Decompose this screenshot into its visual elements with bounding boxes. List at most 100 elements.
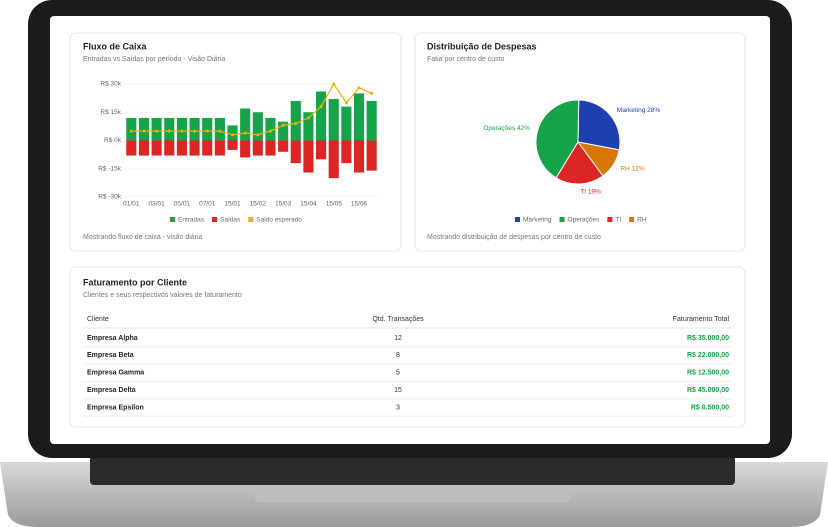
table-cell: 3 — [396, 404, 400, 411]
table-cell: 15 — [394, 387, 402, 394]
legend-label: Operações — [568, 217, 601, 224]
legend-label: Saldo esperado — [256, 217, 302, 224]
line-point — [231, 133, 235, 137]
bar — [240, 140, 251, 158]
bar — [214, 140, 225, 156]
bar — [353, 93, 365, 141]
table-cell: Empresa Delta — [87, 387, 136, 394]
bar — [290, 140, 301, 164]
bar — [202, 117, 213, 141]
column-header: Cliente — [87, 316, 109, 323]
y-tick-label: R$ -15k — [98, 165, 122, 172]
pie-slice — [577, 99, 621, 151]
table-cell: 8 — [396, 352, 400, 359]
x-tick-label: 15/06 — [351, 201, 368, 208]
line-point — [256, 133, 260, 137]
line-point — [370, 91, 374, 95]
y-tick-label: R$ 30k — [100, 81, 121, 88]
line-point — [193, 129, 197, 133]
bar — [316, 140, 327, 160]
card-title: Fluxo de Caixa — [83, 41, 148, 51]
legend-swatch — [629, 217, 635, 222]
bar — [278, 140, 289, 152]
bar — [164, 117, 175, 141]
line-point — [205, 129, 209, 133]
x-tick-label: 03/01 — [148, 201, 165, 208]
pie-slice — [555, 141, 604, 185]
table-cell: R$ 35.000,00 — [687, 335, 729, 342]
table-cell: R$ 45.000,00 — [687, 387, 729, 394]
table-cell: Empresa Beta — [87, 352, 134, 359]
slice-label: TI 19% — [580, 189, 601, 196]
bar — [126, 140, 137, 156]
bar — [290, 100, 301, 141]
line-point — [344, 101, 348, 105]
x-tick-label: 15/01 — [224, 201, 241, 208]
legend-label: Entradas — [178, 217, 205, 224]
bar — [227, 140, 238, 150]
x-tick-label: 05/01 — [174, 201, 191, 208]
bar — [328, 99, 339, 141]
card-subtitle: Entradas vs Saídas por período - Visão D… — [83, 56, 225, 63]
bar — [202, 140, 213, 156]
column-header: Faturamento Total — [673, 316, 730, 323]
x-tick-label: 15/02 — [250, 201, 267, 208]
bar — [252, 112, 263, 141]
bar — [138, 117, 150, 141]
line-point — [281, 123, 285, 127]
slice-label: Operações 42% — [483, 125, 530, 132]
card-footer: Mostrando fluxo de caixa - visão diária — [83, 234, 203, 241]
bar — [316, 91, 327, 141]
bar — [353, 140, 365, 173]
table-cell: 5 — [396, 370, 400, 377]
line-point — [218, 129, 222, 133]
line-point — [167, 129, 171, 133]
bar — [126, 117, 137, 141]
legend-swatch — [170, 217, 175, 222]
bar — [151, 117, 162, 141]
trackpad — [255, 488, 570, 502]
bar — [176, 117, 187, 141]
bar — [341, 106, 352, 141]
x-tick-label: 01/01 — [123, 201, 140, 208]
keyboard — [90, 455, 735, 485]
bar — [138, 140, 150, 156]
slice-label: RH 12% — [620, 165, 644, 172]
x-tick-label: 15/05 — [326, 201, 343, 208]
legend-label: Saídas — [220, 217, 241, 224]
line-point — [332, 82, 336, 86]
line-point — [129, 129, 133, 133]
bar — [341, 140, 352, 164]
bar — [189, 117, 200, 141]
x-tick-label: 15/03 — [275, 201, 292, 208]
table-cell: R$ 12.500,00 — [687, 370, 729, 377]
card-title: Faturamento por Cliente — [83, 277, 187, 287]
bar — [366, 100, 377, 141]
line-point — [294, 122, 298, 126]
bar — [227, 125, 238, 141]
line — [131, 82, 372, 136]
y-tick-label: R$ 0k — [104, 137, 122, 144]
x-tick-label: 07/01 — [199, 201, 216, 208]
legend-swatch — [248, 217, 254, 222]
pie-slice — [576, 141, 620, 177]
bar — [214, 117, 225, 141]
table-cell: 12 — [394, 335, 402, 342]
column-header: Qtd. Transações — [372, 316, 424, 323]
line-point — [155, 129, 159, 133]
bar — [252, 140, 263, 156]
bar — [189, 140, 200, 156]
card-footer: Mostrando distribuição de despesas por c… — [427, 234, 601, 241]
bar — [278, 121, 289, 141]
y-tick-label: R$ -30k — [98, 194, 122, 201]
card-subtitle: Fatia por centro de custo — [427, 56, 505, 63]
table-cell: Empresa Gamma — [87, 370, 144, 377]
bar — [164, 140, 175, 156]
line-point — [319, 105, 323, 109]
pie-slice — [535, 99, 580, 179]
slice-label: Marketing 28% — [617, 107, 661, 114]
y-tick-label: R$ 15k — [100, 109, 121, 116]
line-point — [357, 86, 361, 90]
bar — [303, 112, 314, 141]
